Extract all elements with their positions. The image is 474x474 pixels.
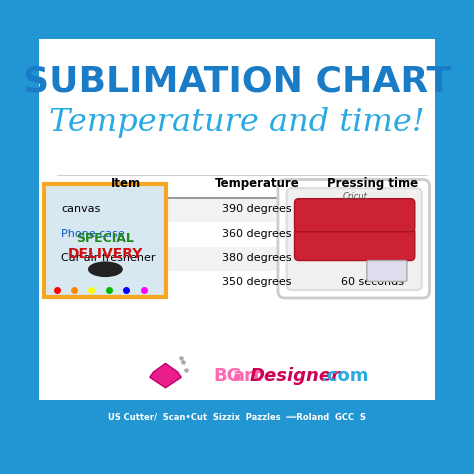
Ellipse shape [88, 261, 123, 277]
Text: .com: .com [320, 366, 368, 384]
Text: Cricut: Cricut [342, 192, 367, 201]
Text: US Cutter/  Scan•Cut  Sizzix  Pazzles  ══Roland  GCC  S: US Cutter/ Scan•Cut Sizzix Pazzles ══Rol… [108, 413, 366, 422]
FancyBboxPatch shape [367, 261, 407, 282]
Bar [56, 222, 427, 246]
Text: 60 seconds: 60 seconds [341, 228, 404, 238]
Text: SUBLIMATION CHART: SUBLIMATION CHART [23, 65, 451, 99]
FancyBboxPatch shape [45, 184, 166, 297]
Text: SPECIAL: SPECIAL [76, 232, 134, 245]
FancyBboxPatch shape [294, 228, 415, 261]
Bar [56, 246, 427, 271]
FancyBboxPatch shape [294, 199, 415, 232]
Text: Car air freshener: Car air freshener [61, 253, 155, 263]
Text: 350 degrees: 350 degrees [222, 277, 292, 287]
Bar [56, 198, 427, 222]
Text: 60 seconds: 60 seconds [341, 277, 404, 287]
Text: DELIVERY: DELIVERY [68, 246, 143, 261]
Polygon shape [150, 364, 181, 388]
Bar [39, 400, 435, 435]
Text: Temperature and time!: Temperature and time! [49, 107, 425, 138]
Text: 60 seconds: 60 seconds [341, 204, 404, 214]
Text: 390 degrees: 390 degrees [222, 204, 292, 214]
Bar [56, 271, 427, 295]
FancyBboxPatch shape [278, 180, 429, 298]
FancyBboxPatch shape [287, 188, 422, 290]
Text: Phone case: Phone case [61, 228, 125, 238]
Text: Designer: Designer [250, 366, 341, 384]
Text: Item: Item [111, 177, 141, 191]
Text: 380 degrees: 380 degrees [222, 253, 292, 263]
Text: canvas: canvas [61, 204, 100, 214]
Text: Pressing time: Pressing time [327, 177, 418, 191]
Text: art: art [233, 366, 262, 384]
Text: Temperature: Temperature [215, 177, 300, 191]
Text: 45 seconds: 45 seconds [341, 253, 404, 263]
Text: BG: BG [213, 366, 242, 384]
Text: 360 degrees: 360 degrees [222, 228, 292, 238]
